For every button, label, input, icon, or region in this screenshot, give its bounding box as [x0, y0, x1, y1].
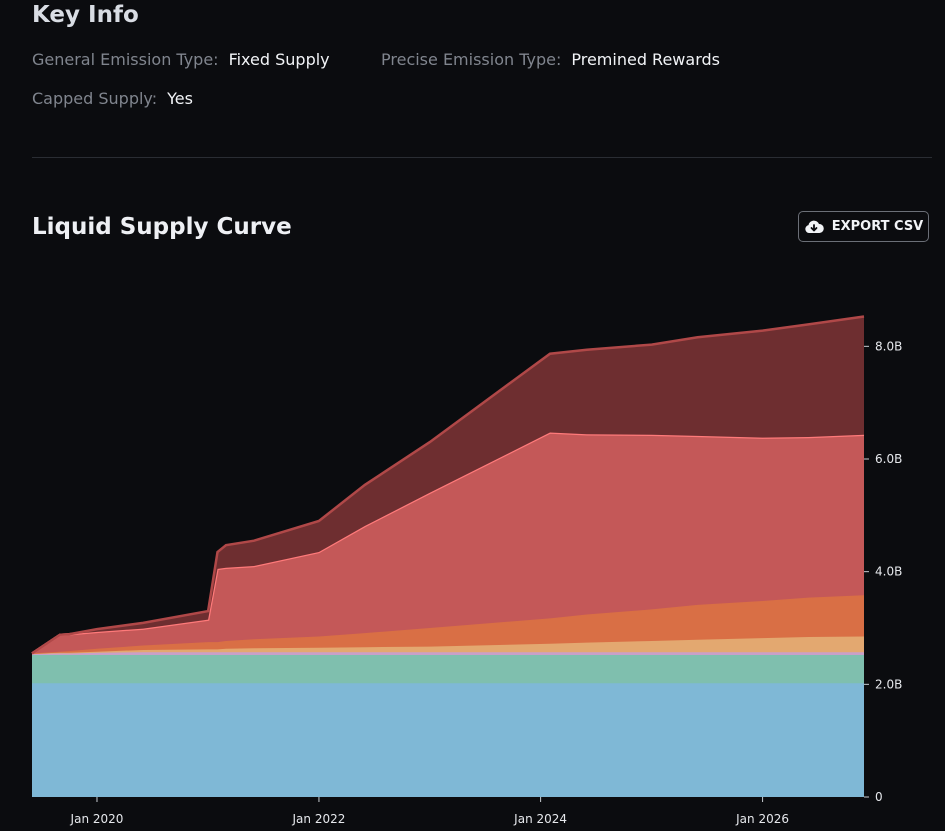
capped-supply-row: Capped Supply: Yes [32, 89, 193, 108]
precise-emission-value: Premined Rewards [571, 50, 720, 69]
general-emission-row: General Emission Type: Fixed Supply [32, 50, 330, 69]
capped-supply-label: Capped Supply: [32, 89, 158, 108]
y-tick-label: 8.0B [875, 339, 902, 353]
x-axis: Jan 2020 Jan 2022 Jan 2024 Jan 2026 [70, 797, 789, 826]
chart-title: Liquid Supply Curve [32, 214, 292, 240]
general-emission-label: General Emission Type: [32, 50, 219, 69]
y-axis: 0 2.0B 4.0B 6.0B 8.0B [864, 339, 902, 804]
area-series-7 [32, 316, 864, 654]
general-emission-value: Fixed Supply [228, 50, 330, 69]
area-series-1 [32, 683, 864, 797]
x-tick-label: Jan 2026 [735, 812, 789, 826]
precise-emission-label: Precise Emission Type: [381, 50, 562, 69]
y-tick-label: 2.0B [875, 677, 902, 691]
area-series-5 [32, 595, 864, 654]
key-info-title: Key Info [32, 2, 139, 28]
section-divider [32, 157, 932, 158]
x-tick-label: Jan 2024 [513, 812, 567, 826]
x-tick-label: Jan 2020 [70, 812, 124, 826]
series-line-7 [31, 315, 865, 655]
export-csv-label: EXPORT CSV [831, 219, 924, 234]
area-series-2 [32, 655, 864, 684]
y-tick-label: 4.0B [875, 565, 902, 579]
area-series-group [31, 315, 865, 797]
area-series-6 [32, 432, 864, 654]
liquid-supply-chart: Jan 2020 Jan 2022 Jan 2024 Jan 2026 0 2.0B 4.… [31, 315, 902, 826]
cloud-download-icon [804, 220, 824, 234]
export-csv-button[interactable]: EXPORT CSV [798, 211, 929, 242]
y-tick-label: 6.0B [875, 452, 902, 466]
precise-emission-row: Precise Emission Type: Premined Rewards [381, 50, 720, 69]
x-tick-label: Jan 2022 [292, 812, 346, 826]
capped-supply-value: Yes [167, 89, 193, 108]
y-tick-label: 0 [875, 790, 883, 804]
